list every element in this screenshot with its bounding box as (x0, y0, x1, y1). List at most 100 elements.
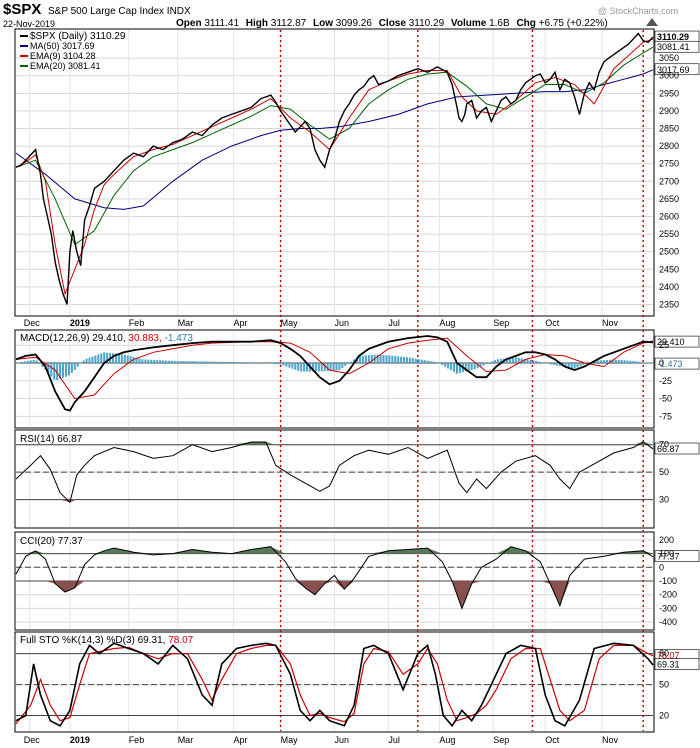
sto-panel (14, 631, 655, 733)
series-rsi (15, 441, 654, 504)
y-tick-label: 2950 (659, 88, 679, 98)
last-value-label: 3017.69 (657, 65, 690, 75)
y-tick-label: -25 (659, 376, 672, 386)
x-tick-label: Nov (602, 735, 619, 745)
x-tick-label: Jun (335, 318, 350, 328)
series-ema9 (15, 38, 654, 296)
y-tick-label: -75 (659, 411, 672, 421)
series-price (15, 32, 654, 305)
x-tick-label: Mar (178, 735, 194, 745)
gridlines (16, 30, 653, 731)
y-tick-label: 0 (659, 562, 664, 572)
series-macd (15, 335, 654, 412)
legend-ma50: MA(50) 3017.69 (30, 41, 95, 51)
y-tick-label: 25 (659, 340, 669, 350)
x-tick-label: Apr (234, 318, 248, 328)
price-panel (14, 28, 655, 317)
x-tick-label: Mar (178, 318, 194, 328)
x-tick-label: Aug (439, 318, 455, 328)
macd-legend: MACD(12,26,9) 29.410, 30.883, -1.473 (20, 333, 193, 344)
cci-panel (14, 531, 655, 631)
series-k (15, 642, 654, 728)
x-tick-label: Jun (335, 735, 350, 745)
arrow-up-icon (646, 18, 658, 26)
x-tick-label: Aug (439, 735, 455, 745)
y-tick-label: 2650 (659, 194, 679, 204)
y-tick-label: 2700 (659, 176, 679, 186)
y-tick-label: 2500 (659, 247, 679, 257)
x-tick-label: 2019 (70, 318, 90, 328)
watermark: @ StockCharts.com (598, 6, 678, 16)
x-tick-label: Apr (234, 735, 248, 745)
cci-legend: CCI(20) 77.37 (20, 536, 83, 547)
rsi-legend: RSI(14) 66.87 (20, 434, 83, 445)
y-tick-label: 2350 (659, 299, 679, 309)
last-value-label: 77.37 (657, 552, 680, 562)
x-tick-label: Sep (493, 735, 509, 745)
y-tick-label: -50 (659, 394, 672, 404)
y-tick-label: 0 (659, 358, 664, 368)
last-value-label: 29.410 (657, 337, 685, 347)
x-tick-label: Sep (493, 318, 509, 328)
rsi-panel (14, 429, 655, 529)
y-tick-label: 3050 (659, 53, 679, 63)
y-tick-label: -300 (659, 603, 677, 613)
y-tick-label: -200 (659, 590, 677, 600)
last-value-label: 3081.41 (657, 42, 690, 52)
y-tick-label: 50 (659, 680, 669, 690)
x-tick-label: May (281, 735, 299, 745)
x-tick-label: Oct (545, 318, 560, 328)
x-tick-label: Jul (388, 318, 400, 328)
y-tick-label: -400 (659, 617, 677, 627)
symbol-title: $SPX (3, 1, 41, 18)
x-tick-label: Dec (24, 735, 41, 745)
y-axis-labels: 2350240024502500255026002650270027502800… (659, 53, 679, 720)
y-tick-label: 100 (659, 549, 674, 559)
legend-ema9: EMA(9) 3104.28 (30, 51, 96, 61)
last-value-label: 3110.29 (657, 32, 689, 42)
y-tick-label: 2450 (659, 264, 679, 274)
y-tick-label: 2550 (659, 229, 679, 239)
event-lines (279, 30, 644, 731)
x-tick-label: May (281, 318, 299, 328)
last-value-label: 66.87 (657, 444, 680, 454)
x-tick-label: 2019 (70, 735, 90, 745)
x-tick-label: Oct (545, 735, 560, 745)
y-tick-label: 2750 (659, 159, 679, 169)
y-tick-label: 2850 (659, 124, 679, 134)
last-value-label: -1.473 (657, 359, 683, 369)
last-value-label: 78.07 (657, 651, 680, 661)
series-d (15, 644, 654, 725)
header-date: 22-Nov-2019 (3, 19, 55, 29)
y-tick-label: 200 (659, 535, 674, 545)
y-tick-label: 70 (659, 440, 669, 450)
x-tick-label: Dec (24, 318, 41, 328)
sto-legend: Full STO %K(14,3) %D(3) 69.31, 78.07 (20, 635, 194, 646)
last-value-label: 69.31 (657, 660, 680, 670)
y-tick-label: 2400 (659, 282, 679, 292)
y-tick-label: 3000 (659, 71, 679, 81)
y-tick-label: 2800 (659, 141, 679, 151)
series-signal (15, 337, 654, 400)
y-tick-label: 30 (659, 495, 669, 505)
y-tick-label: 2600 (659, 211, 679, 221)
y-tick-label: 50 (659, 467, 669, 477)
ohlc-row: Open 3111.41 High 3112.87 Low 3099.26 Cl… (176, 18, 608, 29)
series-cci (15, 546, 654, 610)
legend-ema20: EMA(20) 3081.41 (30, 61, 101, 71)
x-tick-label: Nov (602, 318, 619, 328)
y-tick-label: 20 (659, 711, 669, 721)
legend-price: $SPX (Daily) 3110.29 (30, 31, 126, 42)
y-tick-label: -100 (659, 576, 677, 586)
price-legend: $SPX (Daily) 3110.29 MA(50) 3017.69 EMA(… (20, 31, 126, 71)
x-tick-label: Feb (129, 735, 145, 745)
x-tick-label: Feb (129, 318, 145, 328)
x-axis-labels: Dec Dec 2019 2019 Feb Feb Mar Mar Apr Apr May May Ju… (24, 318, 619, 745)
index-name: S&P 500 Large Cap Index INDX (48, 6, 191, 17)
macd-panel (14, 329, 655, 429)
y-tick-label: 2900 (659, 106, 679, 116)
y-tick-label: 80 (659, 649, 669, 659)
x-tick-label: Jul (388, 735, 400, 745)
